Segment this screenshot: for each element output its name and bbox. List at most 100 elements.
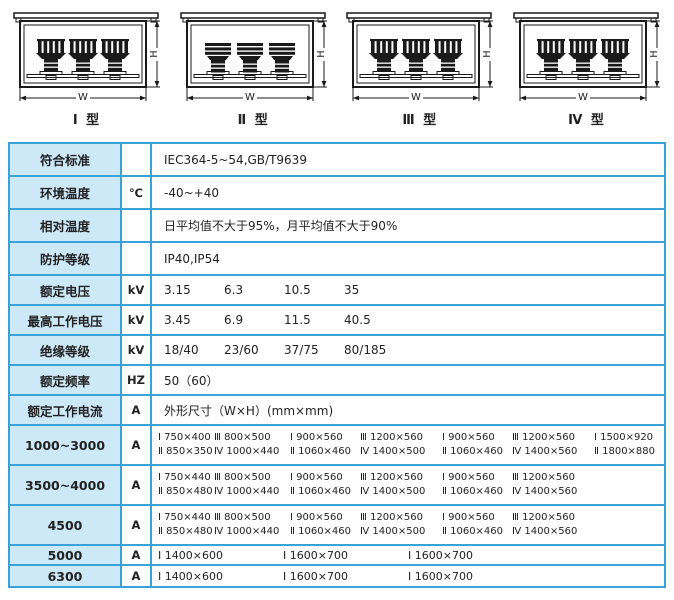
dimension-entry: Ⅱ 1060×460 [442, 525, 504, 537]
spec-row: 1000~3000 A Ⅰ 750×400 Ⅲ 800×500 Ⅰ 900×560 Ⅲ 1… [10, 426, 664, 466]
dimension-entry: Ⅱ 850×480 [158, 485, 213, 497]
dimension-entry: Ⅱ 1060×460 [290, 525, 352, 537]
row-label: 最高工作电压 [10, 306, 122, 334]
row-label: 额定频率 [10, 366, 122, 394]
row-label: 3500~4000 [10, 466, 122, 504]
spec-row: 防护等级 IP40,IP54 [10, 243, 664, 276]
spec-row: 符合标准 IEC364-5~54,GB/T9639 [10, 144, 664, 177]
row-value: Ⅰ 750×400 Ⅲ 800×500 Ⅰ 900×560 Ⅲ 1200×560 Ⅰ 9… [152, 426, 664, 464]
type-1-drawing: WH [13, 12, 162, 103]
row-value: 外形尺寸（W×H）(mm×mm) [152, 396, 664, 424]
value-text: 外形尺寸（W×H）(mm×mm) [164, 403, 334, 418]
row-label: 1000~3000 [10, 426, 122, 464]
spec-row: 6300 A Ⅰ 1400×600 Ⅰ 1600×700 Ⅰ 1600×700 [10, 566, 664, 586]
dimension-entry: Ⅰ 900×560 [442, 472, 495, 483]
dimension-entry: Ⅳ 1400×560 [512, 485, 578, 497]
row-value: Ⅰ 1400×600 Ⅰ 1600×700 Ⅰ 1600×700 [152, 566, 664, 586]
dimension-entry: Ⅱ 850×350 [158, 445, 213, 457]
row-label: 环境温度 [10, 177, 122, 208]
dimension-entry: Ⅲ 800×500 [214, 472, 271, 483]
dimension-entry: Ⅱ 1800×880 [594, 445, 656, 457]
width-dim-label: W [78, 92, 88, 103]
spec-row: 4500 A Ⅰ 750×440 Ⅲ 800×500 Ⅰ 900×560 Ⅲ 1200×5… [10, 506, 664, 546]
row-unit: ℃ [122, 177, 152, 208]
dimension-entry: Ⅱ 850×480 [158, 525, 213, 537]
dimension-entry: Ⅰ 1500×920 [594, 432, 654, 443]
row-value: 3.15 6.3 10.5 35 [152, 276, 664, 304]
row-value: 日平均值不大于95%，月平均值不大于90% [152, 210, 664, 241]
dimension-entry: Ⅲ 1200×560 [360, 512, 423, 523]
spec-row: 环境温度 ℃ -40~+40 [10, 177, 664, 210]
spec-row: 绝缘等级 kV 18/40 23/60 37/75 80/185 [10, 336, 664, 366]
dimension-entry: Ⅰ 750×440 [158, 512, 211, 523]
row-unit: kV [122, 306, 152, 334]
dimension-entry: Ⅰ 750×440 [158, 472, 211, 483]
spec-row: 最高工作电压 kV 3.45 6.9 11.5 40.5 [10, 306, 664, 336]
dimension-entry: Ⅰ 900×560 [290, 512, 343, 523]
dimension-entry: Ⅳ 1400×500 [360, 445, 426, 457]
dimension-entry: Ⅲ 800×500 [214, 512, 271, 523]
dimension-entry: Ⅱ 1060×460 [290, 485, 352, 497]
height-dim-label: H [149, 50, 160, 57]
row-unit: A [122, 566, 152, 586]
height-dim-label: H [649, 50, 660, 57]
spec-row: 额定电压 kV 3.15 6.3 10.5 35 [10, 276, 664, 306]
height-dim-label: H [482, 50, 493, 57]
dimension-entry: Ⅰ 1600×700 [408, 569, 473, 583]
dimension-entry: Ⅳ 1400×500 [360, 525, 426, 537]
value-text: -40~+40 [164, 185, 219, 200]
dimension-entry: Ⅰ 900×560 [442, 432, 495, 443]
value-col: 11.5 [284, 313, 311, 327]
row-unit: A [122, 396, 152, 424]
value-col: 37/75 [284, 343, 319, 357]
row-unit: A [122, 426, 152, 464]
row-value: 50（60） [152, 366, 664, 394]
spec-row: 5000 A Ⅰ 1400×600 Ⅰ 1600×700 Ⅰ 1600×700 [10, 546, 664, 566]
row-value: IEC364-5~54,GB/T9639 [152, 144, 664, 175]
value-col: 80/185 [344, 343, 387, 357]
row-label: 额定工作电流 [10, 396, 122, 424]
dimension-entry: Ⅳ 1000×440 [214, 445, 280, 457]
dimension-entry: Ⅱ 1060×460 [290, 445, 352, 457]
dimension-entry: Ⅱ 1060×460 [442, 445, 504, 457]
value-text: 日平均值不大于95%，月平均值不大于90% [164, 219, 398, 233]
specification-table: 符合标准 IEC364-5~54,GB/T9639 环境温度 ℃ -40~+40 相对温度… [8, 142, 666, 588]
row-value: IP40,IP54 [152, 243, 664, 274]
dimension-entry: Ⅰ 900×560 [290, 432, 343, 443]
value-text: IEC364-5~54,GB/T9639 [164, 152, 307, 167]
dimension-entry: Ⅰ 750×400 [158, 432, 211, 443]
value-col: 3.15 [164, 283, 191, 297]
type-2-drawing: WH [179, 12, 329, 103]
width-dim-label: W [245, 92, 255, 103]
dimension-entry: Ⅱ 1060×460 [442, 485, 504, 497]
value-text: 50（60） [164, 373, 219, 388]
value-col: 10.5 [284, 283, 311, 297]
value-col: 3.45 [164, 313, 191, 327]
width-dim-label: W [411, 92, 421, 103]
row-unit [122, 243, 152, 274]
dimension-entry: Ⅲ 1200×560 [512, 432, 575, 443]
dimension-entry: Ⅰ 900×560 [442, 512, 495, 523]
row-unit: kV [122, 336, 152, 364]
row-label: 额定电压 [10, 276, 122, 304]
dimension-entry: Ⅳ 1400×500 [360, 485, 426, 497]
spec-row: 额定工作电流 A 外形尺寸（W×H）(mm×mm) [10, 396, 664, 426]
row-unit [122, 210, 152, 241]
row-label: 绝缘等级 [10, 336, 122, 364]
value-col: 40.5 [344, 313, 371, 327]
height-dim-label: H [316, 50, 327, 57]
dimension-entry: Ⅰ 1600×700 [283, 548, 348, 562]
dimension-entry: Ⅰ 1600×700 [283, 569, 348, 583]
row-label: 4500 [10, 506, 122, 544]
dimension-entry: Ⅰ 1400×600 [158, 548, 223, 562]
dimension-entry: Ⅳ 1400×560 [512, 525, 578, 537]
row-label: 防护等级 [10, 243, 122, 274]
spec-row: 3500~4000 A Ⅰ 750×440 Ⅲ 800×500 Ⅰ 900×560 Ⅲ 1… [10, 466, 664, 506]
row-value: Ⅰ 750×440 Ⅲ 800×500 Ⅰ 900×560 Ⅲ 1200×560 Ⅰ 9… [152, 506, 664, 544]
type-label: Ⅲ 型 [402, 113, 439, 128]
row-label: 相对温度 [10, 210, 122, 241]
dimension-entry: Ⅲ 800×500 [214, 432, 271, 443]
dimension-entry: Ⅲ 1200×560 [512, 472, 575, 483]
